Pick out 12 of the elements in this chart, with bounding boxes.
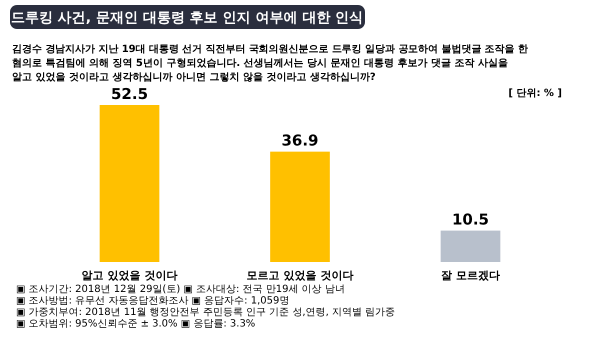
x-tick-label: 알고 있었을 것이다 (82, 269, 178, 282)
text: [ 단위: % ] (508, 88, 562, 99)
x-tick-label: 모르고 있었을 것이다 (246, 269, 354, 282)
chart-title: 드루킹 사건, 문재인 대통령 후보 인지 여부에 대한 인식 (10, 10, 364, 26)
data-label: 10.5 (452, 210, 489, 229)
data-label: 36.9 (281, 132, 319, 150)
x-tick-label: 잘 모르겠다 (441, 269, 500, 282)
text: ▣ 조사기간: 2018년 12월 29일(토) ▣ 조사대상: 전국 만19세 이상 남녀 (16, 284, 345, 295)
text: ▣ 조사방법: 유무선 자동응답전화조사 ▣ 응답자수: 1,059명 ▣ 가중치부여: 2018년 11월 행정안전부 주민등록 인구 기준 성,연령, 지역별 림가중 (16, 296, 396, 318)
chart-subtitle: 김경수 경남지사가 지난 19대 대통령 선거 직전부터 국회의원신분으로 드루킹 일당과 공모하여 불법댓글 조작을 한 혐의로 특검팀에 의해 징역 5년이 구형되었습니다. 선생님께서는 당시 문재인 대통령 후보가 댓글 조작 사실을 알고 있었을 것이라고 생각하십니까 아니면 그렇치 않을 것이라고 생각하십니까? (12, 44, 528, 83)
text: ▣ 오차범위: 95%신뢰수준 ± 3.0% ▣ 응답률: 3.3% (16, 318, 256, 330)
data-label: 52.5 (111, 85, 148, 103)
